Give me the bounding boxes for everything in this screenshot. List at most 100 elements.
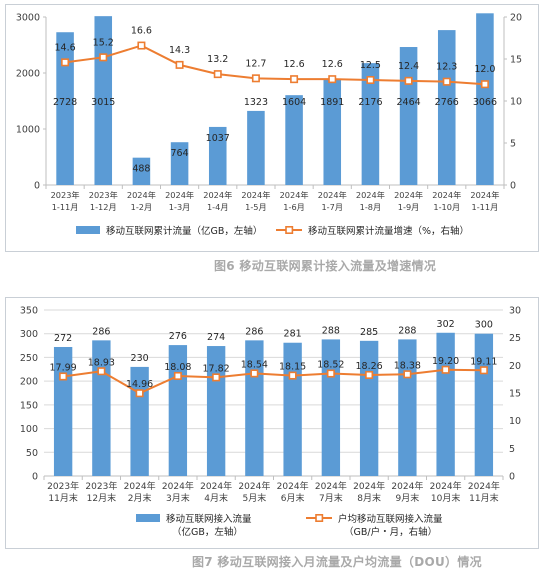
category-label-period: 1-2月 [131,202,153,212]
legend-line-label: 户均移动互联网接入流量 [338,513,443,525]
category-label-year: 2024年 [277,480,309,492]
line-marker [442,77,451,86]
left-axis-tick-label: 350 [20,306,38,317]
line-marker [479,366,488,375]
line-value-label: 14.3 [169,45,190,56]
category-label-year: 2024年 [353,480,385,492]
line-marker [288,371,297,380]
line-marker [365,370,374,379]
category-label-period: 11月末 [469,492,498,504]
left-axis-tick-label: 150 [20,400,38,411]
line-value-label: 12.7 [245,58,266,69]
category-label-period: 1-6月 [283,202,305,212]
category-label-year: 2024年 [391,480,423,492]
category-label-period: 8月末 [357,492,381,504]
category-label-period: 5月末 [243,492,267,504]
line-value-label: 15.2 [93,37,114,48]
bar-value-label: 1891 [320,97,344,108]
category-label-year: 2023年 [47,480,79,492]
legend-line-marker [315,514,324,523]
right-axis-tick-label: 25 [509,333,521,344]
category-label-period: 1-8月 [360,202,382,212]
bar [247,110,265,185]
line-value-label: 18.54 [241,359,268,370]
bar [132,157,151,185]
category-label-year: 2024年 [162,480,194,492]
right-axis-tick-label: 20 [509,361,521,372]
category-label-year: 2024年 [430,480,462,492]
category-label-period: 11月末 [48,492,77,504]
line-marker [97,367,106,376]
bar [170,142,189,185]
line-value-label: 13.2 [207,54,228,65]
line-marker [366,76,375,85]
category-label-period: 12月末 [87,492,116,504]
legend-bar-swatch [136,514,160,522]
bar-value-label: 302 [437,319,455,330]
bar-value-label: 2176 [358,97,382,108]
left-axis-tick-label: 250 [20,353,38,364]
right-axis-tick-label: 0 [510,181,516,192]
category-label-year: 2024年 [318,190,347,200]
category-label-year: 2024年 [241,190,270,200]
line-marker [61,58,70,67]
line-marker [173,371,182,380]
category-label-period: 1-7月 [321,202,343,212]
line-marker [441,365,450,374]
line-value-label: 19.11 [470,356,497,367]
line-value-label: 12.5 [360,60,381,71]
left-axis-tick-label: 0 [34,181,40,192]
line-marker [135,389,144,398]
category-label-year: 2024年 [280,190,309,200]
line-marker [250,369,259,378]
category-label-period: 3月末 [166,492,190,504]
line-marker [212,373,221,382]
category-label-period: 1-9月 [398,202,420,212]
category-label-year: 2024年 [203,190,232,200]
line-marker [403,370,412,379]
bar [56,32,74,186]
right-axis-tick-label: 5 [509,444,515,455]
category-label-year: 2024年 [124,480,156,492]
category-label-year: 2024年 [315,480,347,492]
right-axis-tick-label: 15 [509,389,521,400]
line-value-label: 16.6 [131,26,152,37]
bar-value-label: 764 [171,148,189,159]
left-axis-tick-label: 100 [20,424,38,435]
line-value-label: 18.93 [88,357,115,368]
line-marker [213,70,222,79]
line-value-label: 17.82 [203,363,230,374]
bar [208,126,227,185]
bar-value-label: 276 [169,331,187,342]
line-value-label: 18.08 [164,362,191,373]
category-label-period: 1-11月 [472,202,499,212]
chart-fig6: 0 1000 2000 3000 0 5 10 15 20 2728 3015 488 764 1037 1… [16,13,522,238]
legend-bar-label: 移动互联网累计流量（亿GB，左轴） [106,225,262,237]
category-label-period: 4月末 [204,492,228,504]
category-label-year: 2023年 [51,190,80,200]
bar-value-label: 286 [245,326,263,337]
right-axis-tick-label: 10 [509,416,521,427]
line-marker [328,75,337,84]
bar-value-label: 288 [322,325,340,336]
category-label-year: 2024年 [470,190,499,200]
line-value-label: 18.15 [279,362,306,373]
category-label-year: 2024年 [127,190,156,200]
bar-value-label: 274 [207,332,225,343]
line-marker [404,76,413,85]
bar-value-label: 2464 [396,97,420,108]
bar [53,346,73,476]
bar-value-label: 288 [398,325,416,336]
legend-bar-label: （亿GB，左轴） [172,526,243,538]
line-value-label: 12.6 [322,59,343,70]
bar [437,30,456,185]
chart-panel-fig6: 0 1000 2000 3000 0 5 10 15 20 2728 3015 488 764 1037 1… [5,4,539,252]
legend-bar-swatch [76,226,100,234]
category-label-period: 1-4月 [207,202,229,212]
line-value-label: 14.6 [55,42,76,53]
right-axis-tick-label: 0 [509,472,515,483]
left-axis-tick-label: 0 [32,472,38,483]
category-label-year: 2024年 [432,190,461,200]
line-marker [99,53,108,62]
line-value-label: 12.3 [436,62,457,73]
